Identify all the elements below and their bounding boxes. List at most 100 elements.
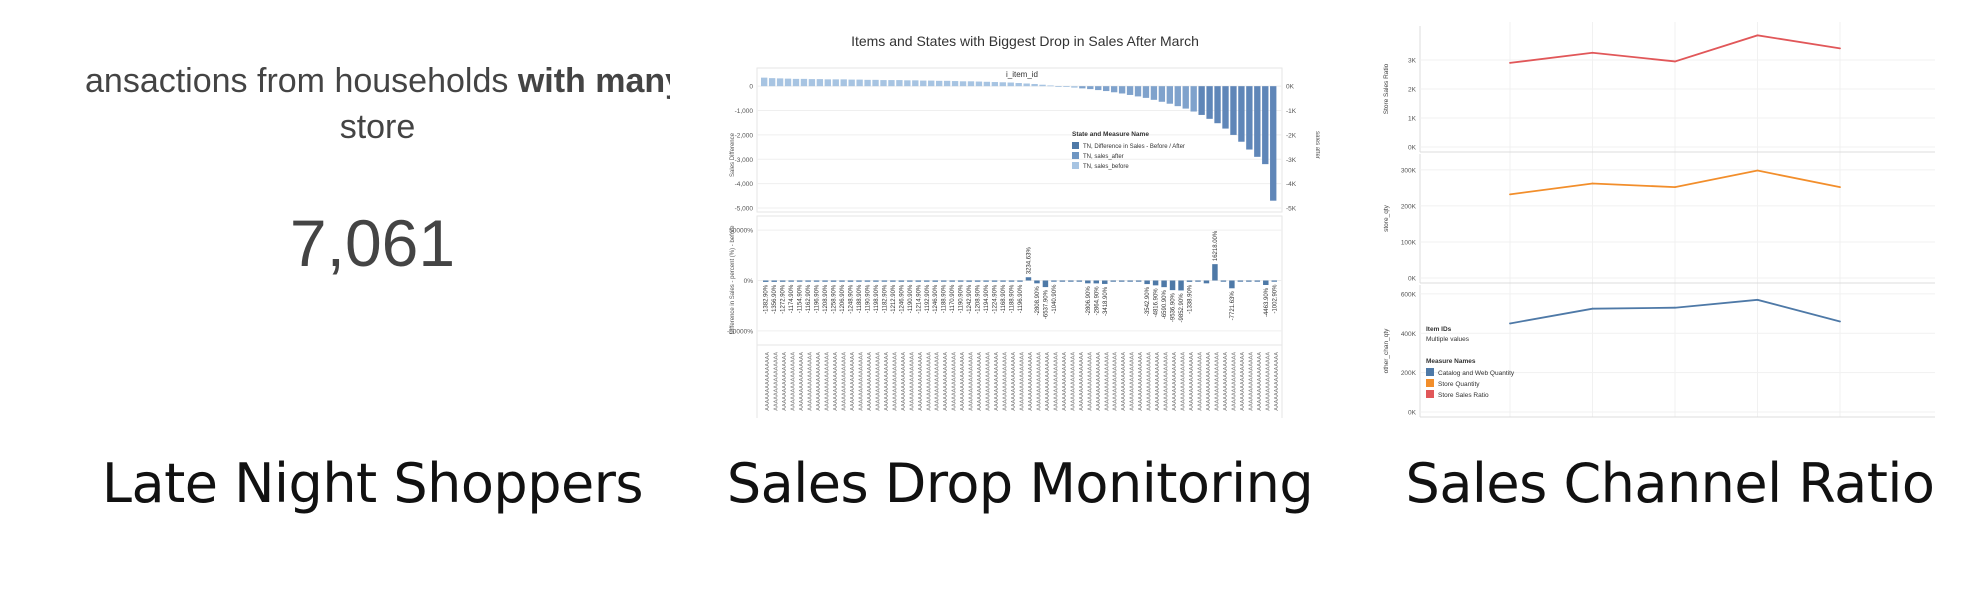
- percent-label: -1188.90%: [857, 284, 863, 313]
- category-tick-label: AAAAAAAAAAAAAAAA: [1045, 352, 1051, 411]
- category-tick-label: AAAAAAAAAAAAAAAA: [816, 352, 822, 411]
- series-point: [1674, 186, 1676, 189]
- sales-channel-legend[interactable]: Item IDs Multiple values Measure Names C…: [1426, 326, 1515, 399]
- difference-bar: [983, 81, 991, 87]
- percent-label: 3234.63%: [1026, 247, 1032, 275]
- category-tick-label: AAAAAAAAAAAAAAAA: [1062, 352, 1068, 411]
- category-tick-label: AAAAAAAAAAAAAAAA: [867, 352, 873, 411]
- measure-legend-title: Measure Names: [1426, 358, 1476, 365]
- percent-bar: [788, 280, 794, 282]
- category-tick-label: AAAAAAAAAAAAAAAA: [1053, 352, 1059, 411]
- percent-bar: [1034, 280, 1040, 284]
- percent-bar: [1263, 280, 1269, 286]
- bottom-ytick-label: 50000%: [729, 228, 753, 235]
- category-tick-label: AAAAAAAAAAAAAAAA: [1028, 352, 1034, 411]
- category-tick-label: AAAAAAAAAAAAAAAA: [825, 352, 831, 411]
- percent-bar: [1237, 280, 1244, 282]
- percent-label: -2806.90%: [1086, 286, 1092, 316]
- category-tick-label: AAAAAAAAAAAAAAAA: [1257, 352, 1263, 411]
- legend-swatch: [1072, 162, 1079, 169]
- difference-bar: [1047, 85, 1054, 87]
- percent-bar: [1102, 280, 1108, 284]
- ytick-label: 3K: [1408, 58, 1417, 65]
- category-tick-label: AAAAAAAAAAAAAAAA: [935, 352, 941, 411]
- percent-label: -1258.90%: [832, 284, 838, 314]
- percent-bar: [1161, 280, 1167, 288]
- difference-bar: [1150, 86, 1158, 100]
- difference-bar: [1270, 86, 1277, 201]
- category-tick-label: AAAAAAAAAAAAAAAA: [1147, 352, 1153, 411]
- percent-bar: [890, 280, 896, 282]
- difference-bar: [1166, 86, 1173, 104]
- top-pane-frame: [756, 67, 1283, 213]
- category-tick-label: AAAAAAAAAAAAAAAA: [969, 352, 975, 411]
- percent-label: -2808.90%: [1035, 286, 1041, 316]
- difference-bar: [951, 81, 959, 87]
- percent-bar: [915, 280, 922, 282]
- difference-bar: [816, 79, 824, 87]
- series-point: [1674, 306, 1676, 309]
- difference-bar: [935, 80, 943, 87]
- category-tick-label: AAAAAAAAAAAAAAAA: [1214, 352, 1220, 411]
- category-tick-label: AAAAAAAAAAAAAAAA: [799, 352, 805, 411]
- percent-label: -1192.90%: [925, 284, 931, 313]
- difference-bar: [904, 80, 911, 87]
- percent-bar: [813, 280, 820, 282]
- difference-bar: [912, 80, 919, 87]
- difference-bar: [776, 78, 784, 87]
- category-tick-label: AAAAAAAAAAAAAAAA: [1155, 352, 1161, 411]
- category-tick-label: AAAAAAAAAAAAAAAA: [1231, 352, 1237, 411]
- sales-channel-chart: 3K 2K 1K 0K Store Sales Ratio 300K 200K 100K 0K s…: [1383, 22, 1935, 418]
- difference-bar: [768, 78, 776, 87]
- sales-channel-panel[interactable]: 3K 2K 1K 0K Store Sales Ratio 300K 200K 100K 0K s…: [1370, 0, 1970, 598]
- category-tick-label: AAAAAAAAAAAAAAAA: [1274, 352, 1280, 411]
- percent-label: -1190.90%: [959, 284, 965, 313]
- late-night-shoppers-panel[interactable]: ansactions from households with many sto…: [0, 0, 745, 598]
- category-tick-label: AAAAAAAAAAAAAAAA: [1197, 352, 1203, 411]
- legend-entry-label: TN, Difference in Sales - Before / After: [1083, 144, 1185, 150]
- percent-bar: [1068, 280, 1074, 282]
- percent-bar: [1127, 280, 1133, 282]
- ytick-label: 2K: [1408, 87, 1417, 94]
- pane-ylabel: Store Sales Ratio: [1383, 63, 1390, 114]
- top-ytick-label: -2,000: [735, 132, 754, 139]
- difference-bar: [864, 79, 871, 87]
- category-tick-label: AAAAAAAAAAAAAAAA: [1020, 352, 1026, 411]
- series-point: [1756, 34, 1759, 37]
- percent-label: -1272.90%: [781, 284, 787, 314]
- bottom-ytick-label: 0%: [744, 278, 754, 285]
- legend-swatch: [1426, 379, 1434, 387]
- percent-label: -9852.90%: [1179, 293, 1185, 323]
- percent-bar: [779, 280, 786, 282]
- percent-bar: [1008, 280, 1015, 282]
- category-tick-label: AAAAAAAAAAAAAAAA: [1087, 352, 1093, 411]
- difference-bar: [1246, 86, 1253, 150]
- top-ytick-label: 0: [749, 84, 753, 91]
- difference-bar: [1110, 86, 1118, 93]
- percent-label: -1154.90%: [798, 284, 804, 313]
- category-tick-label: AAAAAAAAAAAAAAAA: [1121, 352, 1127, 411]
- caption-sales-drop-monitoring: Sales Drop Monitoring: [726, 452, 1314, 515]
- series-point: [1591, 182, 1594, 185]
- percent-bar: [1169, 280, 1176, 291]
- legend-entry-label: TN, sales_before: [1083, 164, 1129, 170]
- percent-bar: [1186, 280, 1193, 282]
- percent-bar: [1042, 280, 1049, 288]
- sales-drop-panel[interactable]: Items and States with Biggest Drop in Sa…: [720, 0, 1320, 598]
- sales-drop-legend[interactable]: State and Measure Name TN, Difference in…: [1072, 131, 1185, 170]
- percent-label: -1206.90%: [840, 284, 846, 314]
- difference-bar: [1262, 86, 1269, 165]
- difference-bar: [1254, 86, 1261, 157]
- category-tick-label: AAAAAAAAAAAAAAAA: [1104, 352, 1110, 411]
- percent-label: -6537.90%: [1043, 289, 1049, 319]
- percent-bar: [805, 280, 811, 282]
- percent-bar: [1178, 280, 1184, 291]
- category-tick-label: AAAAAAAAAAAAAAAA: [909, 352, 915, 411]
- percent-label: -1182.90%: [882, 284, 888, 313]
- difference-bar: [1071, 86, 1078, 88]
- filter-title: Item IDs: [1426, 326, 1452, 333]
- percent-label: -1170.90%: [950, 284, 956, 313]
- percent-bar: [763, 280, 769, 282]
- percent-label: -1198.90%: [874, 284, 880, 313]
- percent-bar: [822, 280, 828, 282]
